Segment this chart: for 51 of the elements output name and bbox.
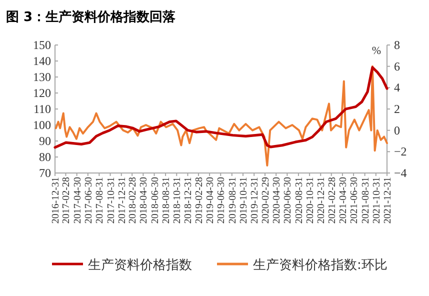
x-tick-label: 2020-02-29	[260, 177, 272, 224]
y2-tick-label: −4	[394, 166, 407, 180]
x-tick-label: 2017-04-30	[72, 177, 84, 224]
y-tick-label: 130	[33, 70, 51, 84]
x-tick-label: 2018-12-31	[183, 177, 194, 224]
chart-title: 图 3：生产资料价格指数回落	[6, 9, 177, 25]
x-tick-label: 2021-02-28	[326, 177, 338, 224]
y2-tick-label: 8	[394, 38, 400, 52]
x-tick-label: 2019-08-31	[227, 177, 238, 224]
x-tick-label: 2021-08-31	[360, 177, 372, 224]
x-tick-label: 2019-06-30	[216, 177, 228, 224]
y2-tick-label: 4	[394, 80, 400, 95]
x-tick-label: 2019-12-31	[250, 177, 261, 224]
x-tick-label: 2016-12-31	[50, 177, 62, 224]
x-tick-label: 2019-02-28	[194, 177, 205, 224]
y-tick-label: 70	[39, 166, 51, 180]
y-tick-label: 90	[39, 134, 51, 148]
y-tick-label: 140	[33, 54, 51, 68]
y-tick-label: 120	[33, 86, 51, 100]
y2-tick-label: 0	[394, 123, 400, 138]
x-tick-label: 2020-06-30	[282, 177, 294, 224]
y-tick-label: 150	[33, 38, 51, 52]
x-tick-label: 2019-04-30	[205, 177, 216, 224]
x-tick-label: 2018-04-30	[138, 177, 150, 224]
x-tick-label: 2017-12-31	[116, 177, 128, 224]
x-tick-label: 2017-02-28	[61, 177, 72, 224]
x-tick-label: 2018-02-28	[128, 177, 139, 224]
x-tick-label: 2018-08-31	[161, 177, 172, 224]
y-tick-label: 80	[39, 150, 51, 164]
x-tick-label: 2021-04-30	[338, 177, 349, 224]
x-tick-label: 2020-04-30	[272, 177, 283, 224]
legend-label: 生产资料价格指数:环比	[253, 258, 388, 273]
y2-tick-label: 2	[394, 102, 400, 116]
x-tick-label: 2017-10-31	[106, 177, 117, 224]
x-tick-label: 2019-10-31	[238, 177, 250, 224]
y-tick-label: 110	[33, 102, 51, 116]
x-tick-label: 2020-10-31	[305, 177, 316, 224]
y2-tick-label: 6	[394, 59, 400, 74]
x-tick-label: 2020-12-31	[316, 177, 328, 224]
y-tick-label: 100	[33, 118, 51, 132]
x-tick-label: 2021-06-30	[349, 177, 360, 224]
y2-tick-label: −2	[394, 144, 407, 159]
y2-axis-title: %	[372, 45, 381, 57]
x-tick-label: 2021-12-31	[382, 177, 394, 224]
x-tick-label: 2018-10-31	[172, 177, 184, 224]
x-tick-label: 2017-06-30	[83, 177, 94, 224]
x-tick-label: 2018-06-30	[150, 177, 161, 224]
x-tick-label: 2020-08-31	[294, 177, 305, 224]
x-tick-label: 2021-10-31	[371, 177, 382, 224]
legend-label: 生产资料价格指数	[88, 258, 192, 273]
x-tick-label: 2017-08-31	[94, 177, 106, 224]
